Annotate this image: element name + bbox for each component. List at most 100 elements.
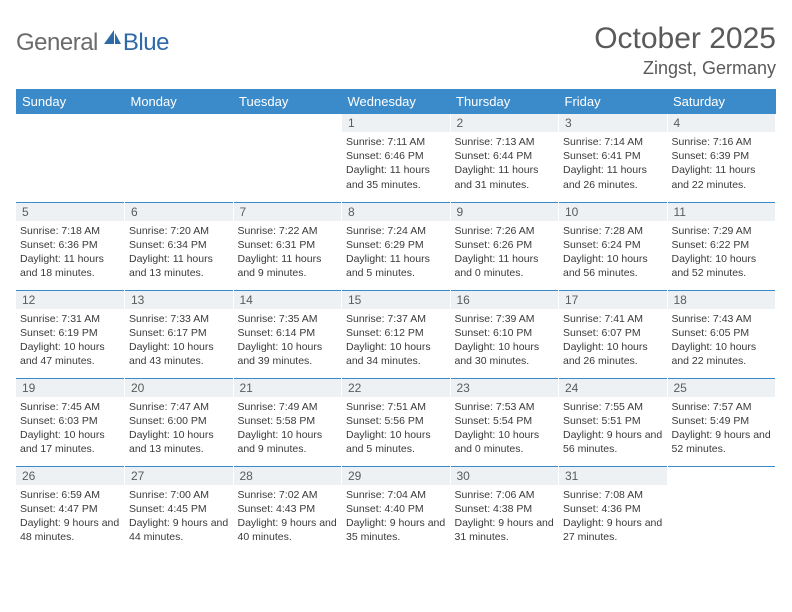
calendar-cell: 21Sunrise: 7:49 AM Sunset: 5:58 PM Dayli… — [233, 378, 342, 466]
calendar-cell: 1Sunrise: 7:11 AM Sunset: 6:46 PM Daylig… — [342, 114, 451, 202]
day-info: Sunrise: 7:04 AM Sunset: 4:40 PM Dayligh… — [342, 485, 450, 548]
day-info: Sunrise: 7:28 AM Sunset: 6:24 PM Dayligh… — [559, 221, 667, 284]
calendar-cell: 16Sunrise: 7:39 AM Sunset: 6:10 PM Dayli… — [450, 290, 559, 378]
day-info: Sunrise: 7:35 AM Sunset: 6:14 PM Dayligh… — [234, 309, 342, 372]
day-number: 20 — [125, 379, 233, 397]
day-number: 25 — [668, 379, 776, 397]
day-number: 24 — [559, 379, 667, 397]
calendar-cell: 2Sunrise: 7:13 AM Sunset: 6:44 PM Daylig… — [450, 114, 559, 202]
day-info: Sunrise: 7:16 AM Sunset: 6:39 PM Dayligh… — [668, 132, 776, 195]
calendar-row: 26Sunrise: 6:59 AM Sunset: 4:47 PM Dayli… — [16, 466, 776, 554]
day-info: Sunrise: 7:53 AM Sunset: 5:54 PM Dayligh… — [451, 397, 559, 460]
day-info: Sunrise: 7:37 AM Sunset: 6:12 PM Dayligh… — [342, 309, 450, 372]
calendar-cell: 14Sunrise: 7:35 AM Sunset: 6:14 PM Dayli… — [233, 290, 342, 378]
day-number: 27 — [125, 467, 233, 485]
day-number: 19 — [16, 379, 124, 397]
calendar-cell: 15Sunrise: 7:37 AM Sunset: 6:12 PM Dayli… — [342, 290, 451, 378]
day-number: 1 — [342, 114, 450, 132]
day-info: Sunrise: 7:14 AM Sunset: 6:41 PM Dayligh… — [559, 132, 667, 195]
calendar-cell: 27Sunrise: 7:00 AM Sunset: 4:45 PM Dayli… — [125, 466, 234, 554]
weekday-header: Thursday — [450, 89, 559, 114]
calendar-cell: 9Sunrise: 7:26 AM Sunset: 6:26 PM Daylig… — [450, 202, 559, 290]
day-info: Sunrise: 7:13 AM Sunset: 6:44 PM Dayligh… — [451, 132, 559, 195]
day-number: 3 — [559, 114, 667, 132]
calendar-cell: 19Sunrise: 7:45 AM Sunset: 6:03 PM Dayli… — [16, 378, 125, 466]
calendar-cell: 10Sunrise: 7:28 AM Sunset: 6:24 PM Dayli… — [559, 202, 668, 290]
calendar-cell: 8Sunrise: 7:24 AM Sunset: 6:29 PM Daylig… — [342, 202, 451, 290]
calendar-cell: 4Sunrise: 7:16 AM Sunset: 6:39 PM Daylig… — [667, 114, 776, 202]
day-number: 26 — [16, 467, 124, 485]
calendar-cell: 24Sunrise: 7:55 AM Sunset: 5:51 PM Dayli… — [559, 378, 668, 466]
calendar-cell: 18Sunrise: 7:43 AM Sunset: 6:05 PM Dayli… — [667, 290, 776, 378]
calendar-row: 19Sunrise: 7:45 AM Sunset: 6:03 PM Dayli… — [16, 378, 776, 466]
calendar-cell: 11Sunrise: 7:29 AM Sunset: 6:22 PM Dayli… — [667, 202, 776, 290]
day-number: 12 — [16, 291, 124, 309]
day-number: 11 — [668, 203, 776, 221]
day-number: 4 — [668, 114, 776, 132]
calendar-cell: 20Sunrise: 7:47 AM Sunset: 6:00 PM Dayli… — [125, 378, 234, 466]
day-number: 10 — [559, 203, 667, 221]
day-number: 7 — [234, 203, 342, 221]
logo: General Blue — [16, 28, 169, 57]
day-number: 15 — [342, 291, 450, 309]
weekday-header: Tuesday — [233, 89, 342, 114]
calendar-cell: 28Sunrise: 7:02 AM Sunset: 4:43 PM Dayli… — [233, 466, 342, 554]
day-info: Sunrise: 7:24 AM Sunset: 6:29 PM Dayligh… — [342, 221, 450, 284]
calendar-cell: 7Sunrise: 7:22 AM Sunset: 6:31 PM Daylig… — [233, 202, 342, 290]
day-number: 13 — [125, 291, 233, 309]
calendar-cell: 26Sunrise: 6:59 AM Sunset: 4:47 PM Dayli… — [16, 466, 125, 554]
calendar-cell: 5Sunrise: 7:18 AM Sunset: 6:36 PM Daylig… — [16, 202, 125, 290]
calendar-cell: 6Sunrise: 7:20 AM Sunset: 6:34 PM Daylig… — [125, 202, 234, 290]
day-info: Sunrise: 7:33 AM Sunset: 6:17 PM Dayligh… — [125, 309, 233, 372]
day-info: Sunrise: 7:22 AM Sunset: 6:31 PM Dayligh… — [234, 221, 342, 284]
weekday-header: Saturday — [667, 89, 776, 114]
page-title: October 2025 — [594, 22, 776, 56]
logo-text-blue: Blue — [123, 29, 169, 57]
calendar-cell: 12Sunrise: 7:31 AM Sunset: 6:19 PM Dayli… — [16, 290, 125, 378]
day-info: Sunrise: 7:57 AM Sunset: 5:49 PM Dayligh… — [668, 397, 776, 460]
day-number: 6 — [125, 203, 233, 221]
day-info: Sunrise: 7:51 AM Sunset: 5:56 PM Dayligh… — [342, 397, 450, 460]
calendar-cell: 30Sunrise: 7:06 AM Sunset: 4:38 PM Dayli… — [450, 466, 559, 554]
day-number: 9 — [451, 203, 559, 221]
day-number: 8 — [342, 203, 450, 221]
calendar-cell: 17Sunrise: 7:41 AM Sunset: 6:07 PM Dayli… — [559, 290, 668, 378]
weekday-header: Sunday — [16, 89, 125, 114]
calendar-body: 1Sunrise: 7:11 AM Sunset: 6:46 PM Daylig… — [16, 114, 776, 554]
weekday-header: Friday — [559, 89, 668, 114]
calendar-cell: 25Sunrise: 7:57 AM Sunset: 5:49 PM Dayli… — [667, 378, 776, 466]
day-info: Sunrise: 7:18 AM Sunset: 6:36 PM Dayligh… — [16, 221, 124, 284]
day-info: Sunrise: 7:43 AM Sunset: 6:05 PM Dayligh… — [668, 309, 776, 372]
day-info: Sunrise: 7:47 AM Sunset: 6:00 PM Dayligh… — [125, 397, 233, 460]
day-number: 30 — [451, 467, 559, 485]
day-number: 14 — [234, 291, 342, 309]
day-number: 22 — [342, 379, 450, 397]
day-number: 5 — [16, 203, 124, 221]
day-number: 31 — [559, 467, 667, 485]
day-info: Sunrise: 7:39 AM Sunset: 6:10 PM Dayligh… — [451, 309, 559, 372]
calendar-row: 1Sunrise: 7:11 AM Sunset: 6:46 PM Daylig… — [16, 114, 776, 202]
day-info: Sunrise: 7:06 AM Sunset: 4:38 PM Dayligh… — [451, 485, 559, 548]
calendar-row: 12Sunrise: 7:31 AM Sunset: 6:19 PM Dayli… — [16, 290, 776, 378]
calendar-table: Sunday Monday Tuesday Wednesday Thursday… — [16, 89, 776, 554]
calendar-row: 5Sunrise: 7:18 AM Sunset: 6:36 PM Daylig… — [16, 202, 776, 290]
logo-text-general: General — [16, 29, 98, 57]
weekday-header-row: Sunday Monday Tuesday Wednesday Thursday… — [16, 89, 776, 114]
title-block: October 2025 Zingst, Germany — [594, 22, 776, 79]
day-number: 17 — [559, 291, 667, 309]
day-info: Sunrise: 7:26 AM Sunset: 6:26 PM Dayligh… — [451, 221, 559, 284]
calendar-cell: 13Sunrise: 7:33 AM Sunset: 6:17 PM Dayli… — [125, 290, 234, 378]
day-number: 21 — [234, 379, 342, 397]
calendar-cell: 23Sunrise: 7:53 AM Sunset: 5:54 PM Dayli… — [450, 378, 559, 466]
day-info: Sunrise: 7:29 AM Sunset: 6:22 PM Dayligh… — [668, 221, 776, 284]
day-info: Sunrise: 7:11 AM Sunset: 6:46 PM Dayligh… — [342, 132, 450, 195]
calendar-cell: 29Sunrise: 7:04 AM Sunset: 4:40 PM Dayli… — [342, 466, 451, 554]
day-number: 23 — [451, 379, 559, 397]
sail-icon — [102, 28, 122, 51]
day-number: 29 — [342, 467, 450, 485]
calendar-cell: 3Sunrise: 7:14 AM Sunset: 6:41 PM Daylig… — [559, 114, 668, 202]
day-info: Sunrise: 7:45 AM Sunset: 6:03 PM Dayligh… — [16, 397, 124, 460]
day-info: Sunrise: 7:49 AM Sunset: 5:58 PM Dayligh… — [234, 397, 342, 460]
day-number: 18 — [668, 291, 776, 309]
day-number: 28 — [234, 467, 342, 485]
